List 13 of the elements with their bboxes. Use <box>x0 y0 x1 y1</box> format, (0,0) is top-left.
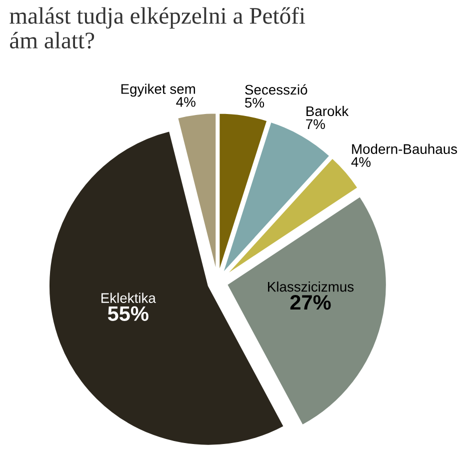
slice-label: Modern-Bauhaus <box>352 144 458 154</box>
slice-label: Klasszicizmus <box>268 282 354 292</box>
data-label: 55% <box>108 306 148 322</box>
slice-label: Secesszió <box>245 84 308 95</box>
slice-label: Eklektika <box>101 292 156 303</box>
slice-label: Egyiket sem <box>121 84 196 97</box>
chart-title: malást tudja elképzelni a Petőfi ám alatt? <box>10 6 306 49</box>
data-label: 7% <box>306 119 325 130</box>
data-label: 4% <box>351 157 371 167</box>
slice-label: Barokk <box>306 106 349 116</box>
data-label: 4% <box>176 97 196 107</box>
data-label: 5% <box>245 98 264 108</box>
data-label: 27% <box>290 295 331 310</box>
